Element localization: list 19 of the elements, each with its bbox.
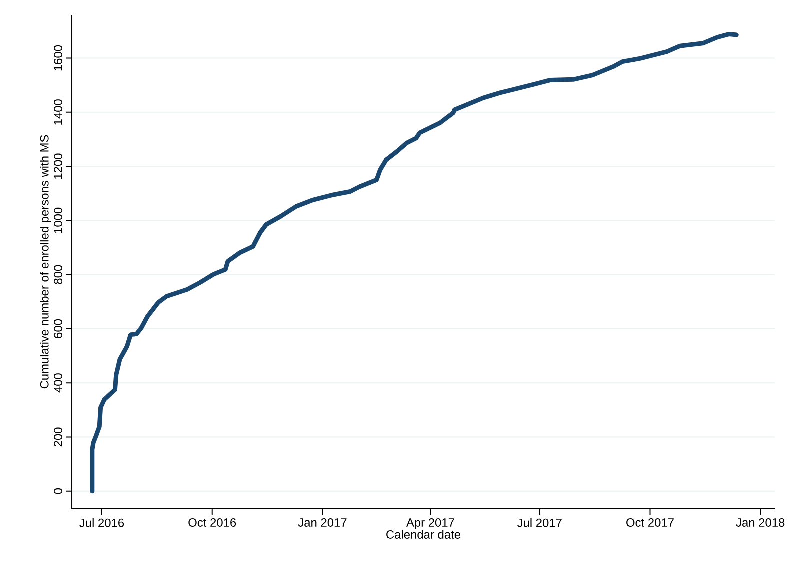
x-axis-title: Calendar date [386,530,460,539]
y-tick-label: 200 [54,428,62,447]
x-tick-label: Jul 2016 [80,518,124,528]
line-series [90,32,739,494]
y-tick-label: 800 [54,265,62,284]
y-tick-label: 600 [54,319,62,338]
y-axis-title: Cumulative number of enrolled persons with MS [40,135,52,389]
x-tick-label: Apr 2017 [406,518,454,530]
x-tick-label: Jan 2017 [298,518,347,527]
x-tick-label: Oct 2017 [626,518,674,527]
x-tick-label: Jul 2017 [517,518,562,528]
y-tick-label: 0 [54,488,62,494]
y-tick-label: 1000 [54,208,62,234]
x-tick-label: Jan 2018 [736,518,785,527]
y-tick-label: 1600 [54,45,62,71]
y-tick-label: 1400 [54,100,62,125]
x-tick-label: Oct 2016 [188,518,236,527]
y-tick-label: 1200 [54,154,62,179]
y-tick-label: 400 [54,374,62,393]
